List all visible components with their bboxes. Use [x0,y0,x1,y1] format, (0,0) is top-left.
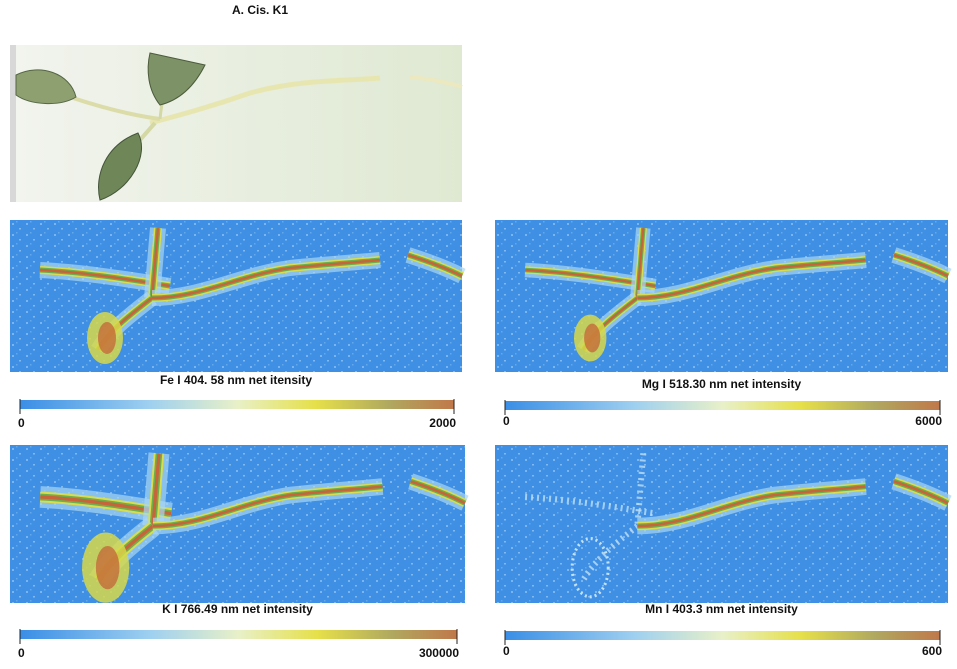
map-caption: K I 766.49 nm net intensity [162,602,313,616]
photo-edge [10,45,16,202]
map-noise [10,220,462,372]
map-caption: Mn I 403.3 nm net intensity [645,602,798,616]
signal-blob-core [98,322,116,354]
element-map [495,220,948,372]
signal-blob-core [96,546,120,589]
map-caption: Fe I 404. 58 nm net itensity [160,373,312,387]
colorbar [20,630,457,639]
page: A. Cis. K1 Fe I 404. 58 nm net itensity 0… [0,0,957,664]
photo-background [10,45,462,202]
colorbar-max: 6000 [915,414,942,428]
map-noise [10,445,465,603]
photo [10,45,462,202]
element-map [10,220,462,372]
element-map [10,445,465,603]
colorbar-max: 300000 [419,646,459,660]
colorbar [20,400,454,409]
colorbar-min: 0 [503,414,510,428]
colorbar-min: 0 [18,646,25,660]
colorbar [505,631,940,640]
map-caption: Mg I 518.30 nm net intensity [642,377,802,391]
map-noise [495,220,948,372]
map-noise [495,445,948,603]
colorbar [505,401,940,410]
colorbar-max: 600 [922,644,942,658]
figure-title: A. Cis. K1 [232,3,288,17]
colorbar-min: 0 [18,416,25,430]
colorbar-max: 2000 [429,416,456,430]
element-map [495,445,948,603]
colorbar-min: 0 [503,644,510,658]
figure: A. Cis. K1 Fe I 404. 58 nm net itensity 0… [0,0,957,664]
signal-blob-core [584,324,600,353]
